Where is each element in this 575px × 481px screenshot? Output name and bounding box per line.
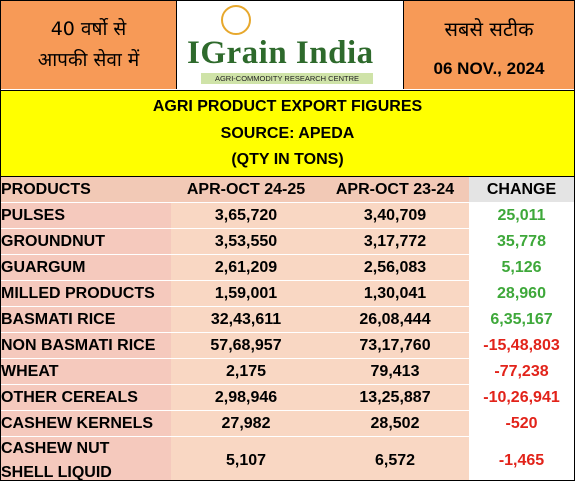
change-cell: -520: [469, 410, 574, 437]
change-cell: 28,960: [469, 280, 574, 307]
column-header-current: APR-OCT 24-25: [171, 177, 321, 203]
current-qty-cell: 32,43,611: [171, 306, 321, 333]
change-cell: 5,126: [469, 254, 574, 281]
current-qty-cell: 3,65,720: [171, 202, 321, 229]
product-cell: OTHER CEREALS: [1, 384, 171, 411]
previous-qty-cell: 28,502: [321, 410, 469, 437]
header-right-box: सबसे सटीक 06 NOV., 2024: [403, 1, 574, 89]
logo-subtitle: AGRI-COMMODITY RESEARCH CENTRE: [214, 74, 360, 83]
product-cell: GROUNDNUT: [1, 228, 171, 255]
product-cell: MILLED PRODUCTS: [1, 280, 171, 307]
table-row: BASMATI RICE 32,43,611 26,08,444 6,35,16…: [1, 306, 574, 333]
change-cell: -1,465: [469, 436, 574, 480]
current-qty-cell: 57,68,957: [171, 332, 321, 359]
change-cell: -77,238: [469, 358, 574, 385]
table-header-row: PRODUCTS APR-OCT 24-25 APR-OCT 23-24 CHA…: [1, 177, 574, 203]
product-cell: PULSES: [1, 202, 171, 229]
change-cell: 25,011: [469, 202, 574, 229]
title-line2: SOURCE: APEDA: [220, 125, 355, 142]
previous-qty-cell: 3,17,772: [321, 228, 469, 255]
product-cell: CASHEW KERNELS: [1, 410, 171, 437]
table-row: CASHEW KERNELS 27,982 28,502 -520: [1, 410, 574, 437]
current-qty-cell: 1,59,001: [171, 280, 321, 307]
title-box: AGRI PRODUCT EXPORT FIGURES SOURCE: APED…: [1, 90, 574, 177]
column-header-previous: APR-OCT 23-24: [321, 177, 469, 203]
report-date: 06 NOV., 2024: [433, 59, 545, 78]
product-cell: GUARGUM: [1, 254, 171, 281]
previous-qty-cell: 79,413: [321, 358, 469, 385]
table-row: GROUNDNUT 3,53,550 3,17,772 35,778: [1, 228, 574, 255]
previous-qty-cell: 3,40,709: [321, 202, 469, 229]
previous-qty-cell: 1,30,041: [321, 280, 469, 307]
table-row: NON BASMATI RICE 57,68,957 73,17,760 -15…: [1, 332, 574, 359]
table-row: GUARGUM 2,61,209 2,56,083 5,126: [1, 254, 574, 281]
table-body: PULSES 3,65,720 3,40,709 25,011 GROUNDNU…: [1, 202, 574, 481]
table-row: CASHEW NUT SHELL LIQUID 5,107 6,572 -1,4…: [1, 436, 574, 481]
logo-text: IGrain India: [187, 35, 374, 71]
header-right-line1: सबसे सटीक: [444, 17, 534, 41]
current-qty-cell: 3,53,550: [171, 228, 321, 255]
column-header-products: PRODUCTS: [1, 177, 171, 203]
current-qty-cell: 2,98,946: [171, 384, 321, 411]
product-cell: BASMATI RICE: [1, 306, 171, 333]
previous-qty-cell: 6,572: [321, 436, 469, 480]
table-row: MILLED PRODUCTS 1,59,001 1,30,041 28,960: [1, 280, 574, 307]
export-table: PRODUCTS APR-OCT 24-25 APR-OCT 23-24 CHA…: [1, 177, 574, 481]
table-row: PULSES 3,65,720 3,40,709 25,011: [1, 202, 574, 229]
change-cell: -10,26,941: [469, 384, 574, 411]
title-line3: (QTY IN TONS): [231, 151, 344, 168]
previous-qty-cell: 2,56,083: [321, 254, 469, 281]
grain-ring-icon: [221, 5, 251, 35]
current-qty-cell: 2,61,209: [171, 254, 321, 281]
logo: IGrain India AGRI-COMMODITY RESEARCH CEN…: [177, 1, 403, 89]
product-cell: WHEAT: [1, 358, 171, 385]
product-line1: CASHEW NUT: [1, 440, 110, 457]
change-cell: -15,48,803: [469, 332, 574, 359]
current-qty-cell: 2,175: [171, 358, 321, 385]
product-cell: CASHEW NUT SHELL LIQUID: [1, 436, 171, 481]
header-left-line1: 40 वर्षो से: [50, 18, 127, 40]
title-line1: AGRI PRODUCT EXPORT FIGURES: [152, 98, 423, 115]
header-left-box: 40 वर्षो से आपकी सेवा में: [1, 1, 177, 89]
header-left-line2: आपकी सेवा में: [37, 49, 140, 71]
current-qty-cell: 27,982: [171, 410, 321, 437]
change-cell: 6,35,167: [469, 306, 574, 333]
change-cell: 35,778: [469, 228, 574, 255]
product-line2: SHELL LIQUID: [1, 464, 112, 481]
product-cell: NON BASMATI RICE: [1, 332, 171, 359]
logo-subtitle-bar: [201, 73, 373, 84]
table-row: OTHER CEREALS 2,98,946 13,25,887 -10,26,…: [1, 384, 574, 411]
current-qty-cell: 5,107: [171, 436, 321, 480]
previous-qty-cell: 73,17,760: [321, 332, 469, 359]
header-bar: 40 वर्षो से आपकी सेवा में IGrain India A…: [1, 1, 574, 89]
table-row: WHEAT 2,175 79,413 -77,238: [1, 358, 574, 385]
column-header-change: CHANGE: [469, 177, 574, 203]
previous-qty-cell: 13,25,887: [321, 384, 469, 411]
previous-qty-cell: 26,08,444: [321, 306, 469, 333]
